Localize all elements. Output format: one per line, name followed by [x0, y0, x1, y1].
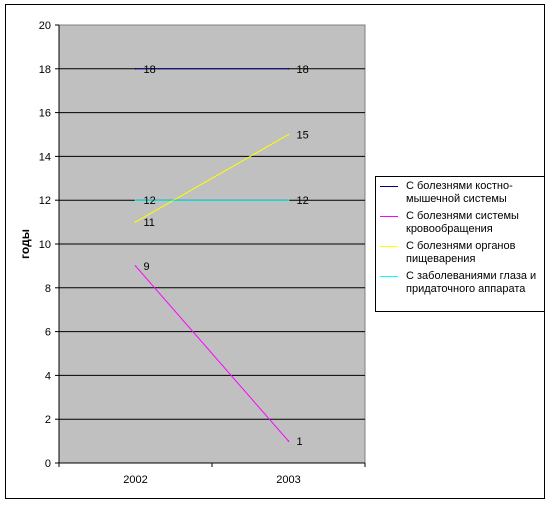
- y-tick-label: 20: [39, 20, 51, 32]
- data-label: 12: [297, 195, 309, 207]
- data-point: [134, 265, 137, 267]
- y-tick-label: 0: [45, 458, 51, 470]
- legend-item: С болезнями костно-мышечной системы: [380, 180, 540, 206]
- legend-item: С болезнями системы кровообращения: [380, 210, 540, 236]
- data-point: [134, 221, 137, 223]
- legend-item: С болезнями органов пищеварения: [380, 240, 540, 266]
- data-point: [134, 68, 137, 70]
- axes: [55, 24, 366, 467]
- y-tick-label: 12: [39, 195, 51, 207]
- legend-label: С заболеваниями глаза и придаточного апп…: [406, 270, 537, 295]
- data-label: 11: [144, 217, 155, 229]
- legend-label: С болезнями системы кровообращения: [406, 210, 519, 235]
- x-tick-label: 2002: [123, 474, 147, 486]
- legend: С болезнями костно-мышечной системы С бол…: [375, 176, 545, 312]
- y-tick-label: 14: [39, 151, 51, 163]
- data-label: 1: [297, 436, 303, 448]
- gridlines: [59, 68, 365, 420]
- data-label: 18: [297, 64, 309, 76]
- data-point: [134, 199, 137, 201]
- legend-swatch: [380, 216, 398, 217]
- series-line-3: [135, 134, 289, 223]
- legend-item: С заболеваниями глаза и придаточного апп…: [380, 270, 540, 296]
- y-tick-label: 10: [39, 239, 51, 251]
- y-tick-label: 18: [39, 64, 51, 76]
- series-line-2: [135, 265, 289, 442]
- legend-label: С болезнями органов пищеварения: [406, 240, 516, 265]
- data-point: [287, 440, 290, 442]
- x-tick-label: 2003: [276, 474, 300, 486]
- y-tick-label: 6: [45, 327, 51, 339]
- legend-label: С болезнями костно-мышечной системы: [406, 180, 513, 205]
- data-label: 18: [144, 64, 156, 76]
- legend-swatch: [380, 276, 398, 277]
- data-label: 15: [297, 130, 309, 142]
- data-point: [287, 199, 290, 201]
- legend-swatch: [380, 186, 398, 187]
- y-axis-title: годы: [18, 229, 32, 259]
- y-tick-label: 16: [39, 108, 51, 120]
- y-tick-label: 4: [45, 370, 51, 382]
- data-label: 12: [144, 195, 156, 207]
- data-label: 9: [144, 261, 150, 273]
- y-tick-label: 8: [45, 283, 51, 295]
- legend-swatch: [380, 246, 398, 247]
- data-point: [287, 68, 290, 70]
- y-tick-label: 2: [45, 414, 51, 426]
- series-lines: [134, 68, 290, 442]
- data-point: [287, 133, 290, 136]
